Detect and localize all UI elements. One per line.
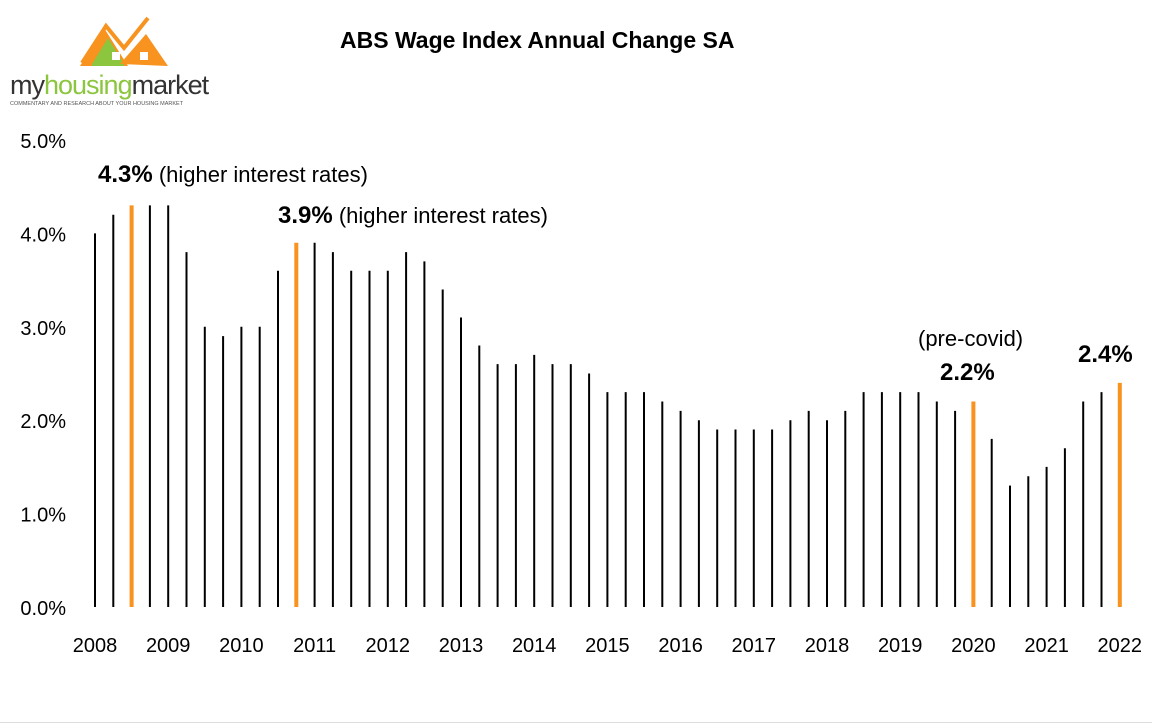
svg-text:myhousingmarket: myhousingmarket — [10, 70, 210, 100]
x-tick-label: 2013 — [439, 635, 484, 657]
x-tick-label: 2018 — [805, 635, 850, 657]
annotation: 2.4% — [1078, 341, 1133, 368]
annotation: 4.3% (higher interest rates) — [98, 161, 368, 188]
y-tick-label: 4.0% — [20, 224, 66, 246]
annotation-note: (pre-covid) — [918, 326, 1023, 351]
svg-text:COMMENTARY AND RESEARCH ABOUT: COMMENTARY AND RESEARCH ABOUT YOUR HOUSI… — [10, 101, 184, 107]
x-tick-label: 2021 — [1024, 635, 1069, 657]
chart-title: ABS Wage Index Annual Change SA — [340, 27, 735, 53]
y-tick-label: 1.0% — [20, 505, 66, 527]
y-tick-label: 0.0% — [20, 598, 66, 620]
annotation-value: 2.2% — [940, 359, 995, 386]
x-tick-label: 2017 — [732, 635, 777, 657]
annotation-note: (higher interest rates) — [333, 203, 548, 228]
x-tick-label: 2019 — [878, 635, 923, 657]
logo: myhousingmarket COMMENTARY AND RESEARCH … — [8, 8, 244, 108]
x-tick-label: 2012 — [366, 635, 411, 657]
annotation-value: 2.4% — [1078, 341, 1133, 368]
divider — [0, 722, 1152, 723]
annotation: 3.9% (higher interest rates) — [278, 202, 548, 229]
annotation-value: 3.9% — [278, 202, 333, 229]
x-tick-label: 2014 — [512, 635, 557, 657]
x-tick-label: 2020 — [951, 635, 996, 657]
x-tick-label: 2011 — [293, 635, 336, 657]
x-tick-label: 2008 — [73, 635, 118, 657]
y-tick-label: 3.0% — [20, 318, 66, 340]
annotation-note: (higher interest rates) — [153, 162, 368, 187]
y-tick-label: 5.0% — [20, 131, 66, 153]
x-tick-label: 2015 — [585, 635, 630, 657]
x-tick-label: 2016 — [658, 635, 703, 657]
y-tick-label: 2.0% — [20, 411, 66, 433]
x-tick-label: 2009 — [146, 635, 191, 657]
x-tick-label: 2022 — [1098, 635, 1143, 657]
x-tick-label: 2010 — [219, 635, 264, 657]
annotation-value: 4.3% — [98, 161, 153, 188]
